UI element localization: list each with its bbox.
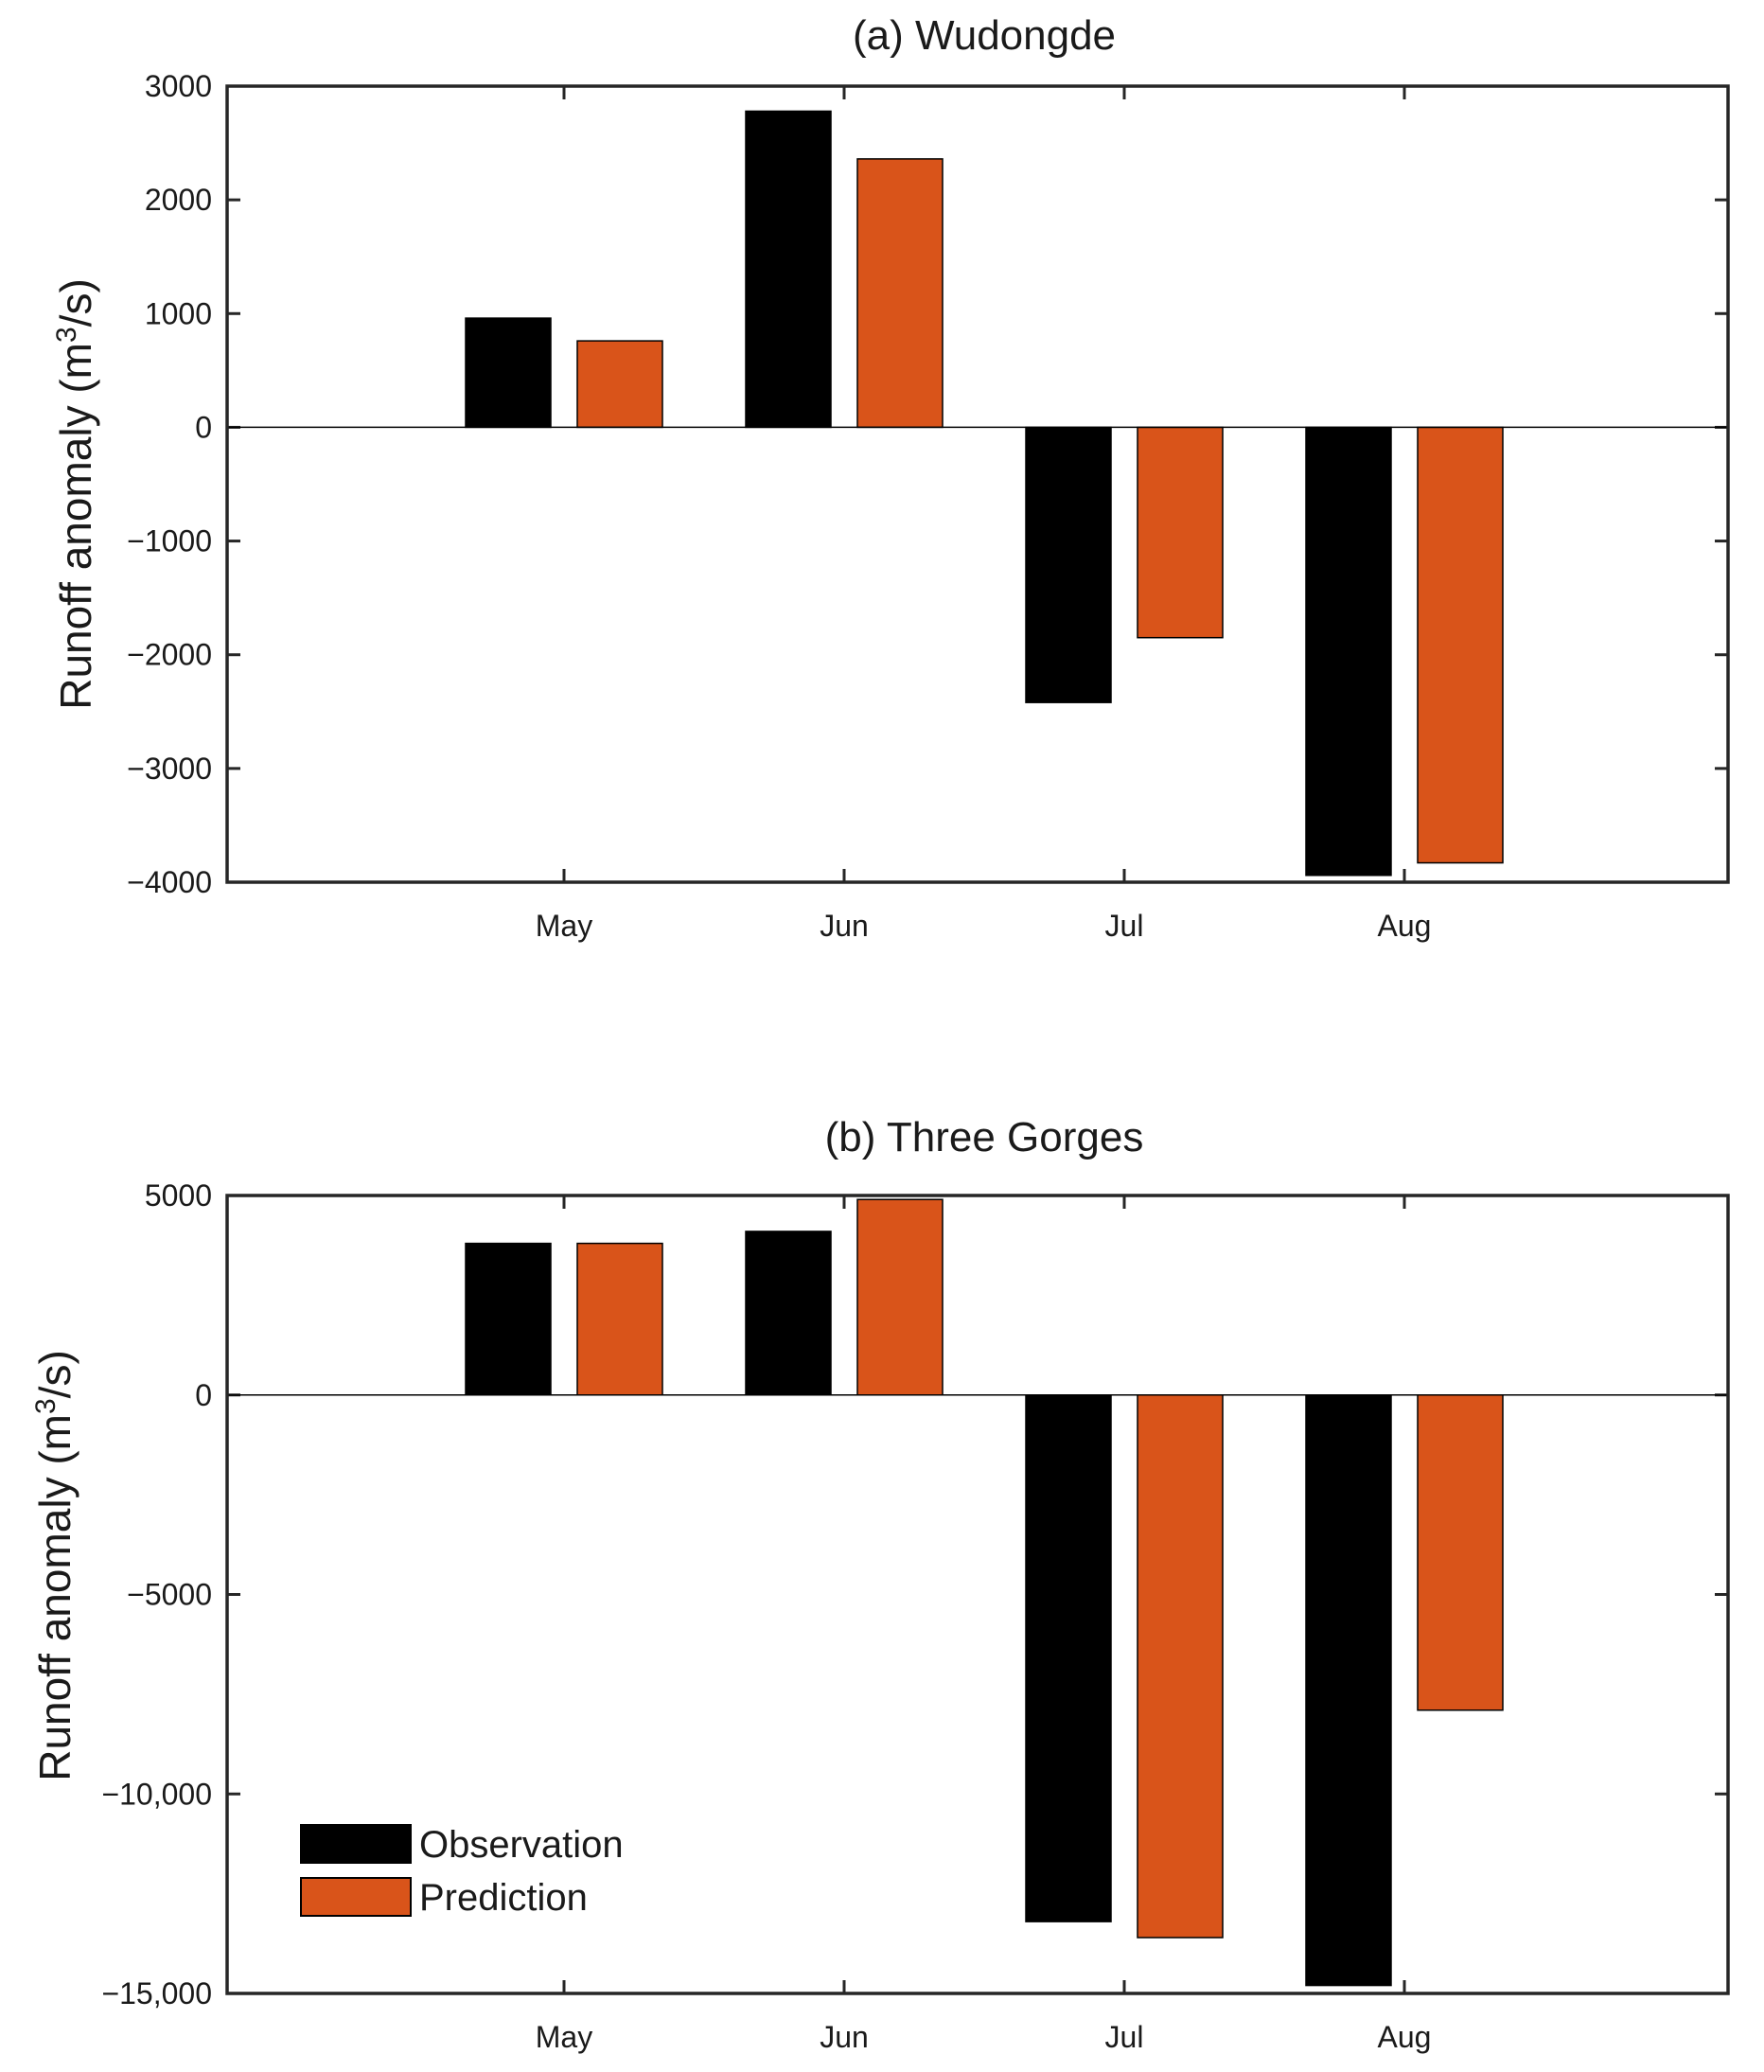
- bar-observation-may: [465, 317, 552, 429]
- bar-prediction-may: [576, 340, 663, 429]
- y-tick-label: −15,000: [101, 1976, 212, 2010]
- x-tick-label-jul: Jul: [1105, 909, 1144, 943]
- x-tick-label-jun: Jun: [820, 909, 869, 943]
- x-tick-label-may: May: [536, 909, 592, 943]
- y-tick-label: 0: [195, 1378, 212, 1412]
- axes-frame: [225, 84, 1730, 884]
- axes-frame: [225, 1194, 1730, 1995]
- y-tick-label: −10,000: [101, 1777, 212, 1811]
- legend-label-prediction: Prediction: [419, 1877, 588, 1919]
- y-tick-label: −1000: [127, 524, 212, 558]
- bar-observation-aug: [1305, 1394, 1392, 1987]
- y-tick-label: 1000: [145, 296, 212, 330]
- y-tick-label: 0: [195, 410, 212, 444]
- legend-swatch-observation: [300, 1824, 412, 1864]
- x-tick-label-aug: Aug: [1378, 2020, 1432, 2054]
- bar-prediction-jun: [856, 158, 944, 429]
- chart-title: (a) Wudongde: [853, 12, 1116, 59]
- bar-prediction-may: [576, 1242, 663, 1396]
- chart-title: (b) Three Gorges: [825, 1114, 1144, 1160]
- ticks-group: −4000 −3000 −2000 −1000 0 1000 2000 3000 May Jun J…: [127, 69, 1728, 943]
- bar-observation-may: [465, 1242, 552, 1396]
- legend: Observation Prediction: [300, 1824, 624, 1919]
- bars-group: [465, 1198, 1504, 1987]
- ticks-group: −15,000 −10,000 −5000 0 5000 May Jun Jul Aug: [101, 1178, 1728, 2054]
- y-axis-label: Runoff anomaly (m3/s): [51, 278, 100, 710]
- x-tick-label-may: May: [536, 2020, 592, 2054]
- x-tick-label-jun: Jun: [820, 2020, 869, 2054]
- bars-group: [465, 110, 1504, 877]
- bar-observation-jul: [1025, 426, 1112, 703]
- bar-prediction-jul: [1137, 426, 1224, 639]
- y-tick-label: 2000: [145, 183, 212, 217]
- x-tick-label-aug: Aug: [1378, 909, 1432, 943]
- panel-three-gorges: (b) Three Gorges −15,000 −10,000 −5000 0 500…: [30, 1114, 1730, 2054]
- y-tick-label: −5000: [127, 1578, 212, 1612]
- y-tick-label: 3000: [145, 69, 212, 103]
- bar-prediction-aug: [1417, 426, 1504, 864]
- bar-observation-jul: [1025, 1394, 1112, 1922]
- panel-wudongde: (a) Wudongde −4000 −3000 −2000 −1000 0 1000 20…: [51, 12, 1730, 943]
- bar-observation-aug: [1305, 426, 1392, 877]
- bar-prediction-jul: [1137, 1394, 1224, 1939]
- y-tick-label: −3000: [127, 752, 212, 786]
- bar-observation-jun: [745, 1231, 832, 1396]
- legend-swatch-prediction: [300, 1877, 412, 1917]
- bar-prediction-jun: [856, 1198, 944, 1396]
- legend-label-observation: Observation: [419, 1824, 624, 1866]
- y-tick-label: −4000: [127, 865, 212, 899]
- bar-observation-jun: [745, 110, 832, 429]
- bar-prediction-aug: [1417, 1394, 1504, 1711]
- y-tick-label: −2000: [127, 638, 212, 672]
- x-tick-label-jul: Jul: [1105, 2020, 1144, 2054]
- y-tick-label: 5000: [145, 1178, 212, 1213]
- y-axis-label: Runoff anomaly (m3/s): [30, 1350, 79, 1781]
